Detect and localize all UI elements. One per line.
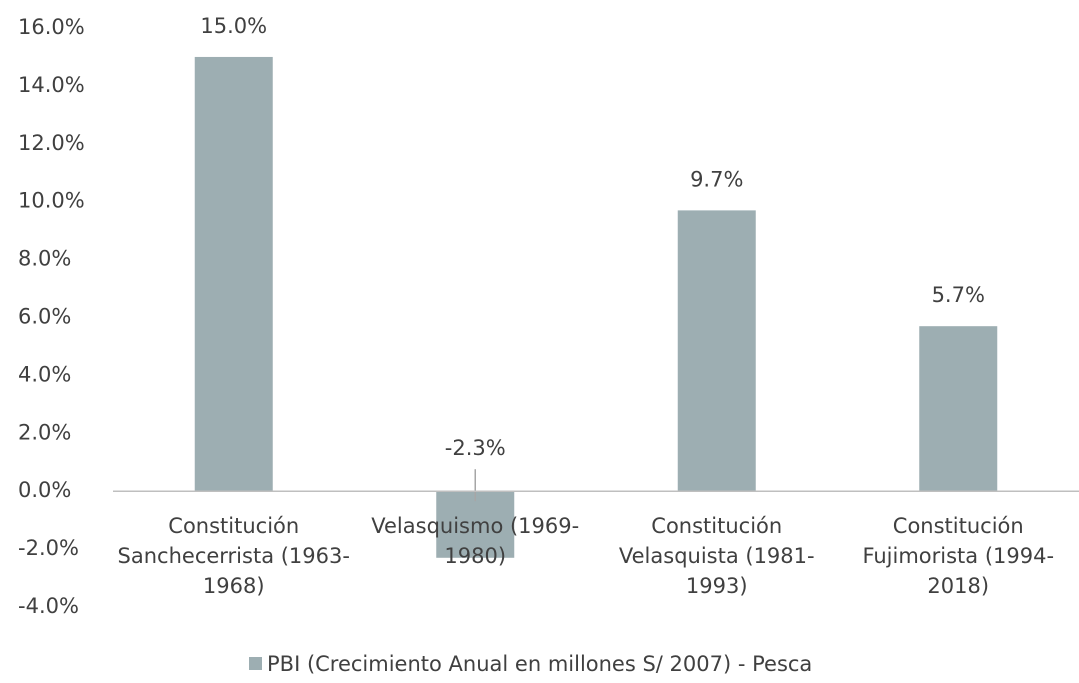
bar <box>677 210 756 492</box>
y-tick-label: 2.0% <box>18 420 71 444</box>
x-tick-label: Constitución Sanchecerrista (1963-1968) <box>117 514 350 599</box>
x-tick-label: Constitución Fujimorista (1994-2018) <box>862 514 1055 599</box>
x-tick-label: Constitución Velasquista (1981-1993) <box>618 514 815 599</box>
bar <box>194 56 273 492</box>
bar <box>436 491 515 558</box>
y-tick-label: 14.0% <box>18 73 85 97</box>
data-label: 9.7% <box>690 167 743 191</box>
y-tick-label: 16.0% <box>18 15 85 39</box>
data-label: 5.7% <box>932 283 985 307</box>
legend-swatch <box>249 657 262 670</box>
y-tick-label: 8.0% <box>18 247 71 271</box>
y-tick-label: 0.0% <box>18 478 71 502</box>
y-tick-label: -4.0% <box>18 594 79 618</box>
x-tick-label-box: Constitución Sanchecerrista (1963-1968) <box>117 514 350 599</box>
y-tick-label: 4.0% <box>18 362 71 386</box>
bar <box>919 326 998 492</box>
data-label: -2.3% <box>445 436 506 460</box>
x-tick-label-box: Constitución Velasquista (1981-1993) <box>618 514 815 599</box>
y-tick-label: 12.0% <box>18 131 85 155</box>
y-tick-label: -2.0% <box>18 536 79 560</box>
y-tick-label: 6.0% <box>18 305 71 329</box>
x-tick-label-box: Velasquismo (1969-1980) <box>371 514 580 569</box>
data-label: 15.0% <box>200 14 267 38</box>
legend-label: PBI (Crecimiento Anual en millones S/ 20… <box>267 652 812 676</box>
x-tick-label-box: Constitución Fujimorista (1994-2018) <box>862 514 1055 599</box>
x-tick-label: Velasquismo (1969-1980) <box>371 514 580 569</box>
y-tick-label: 10.0% <box>18 189 85 213</box>
